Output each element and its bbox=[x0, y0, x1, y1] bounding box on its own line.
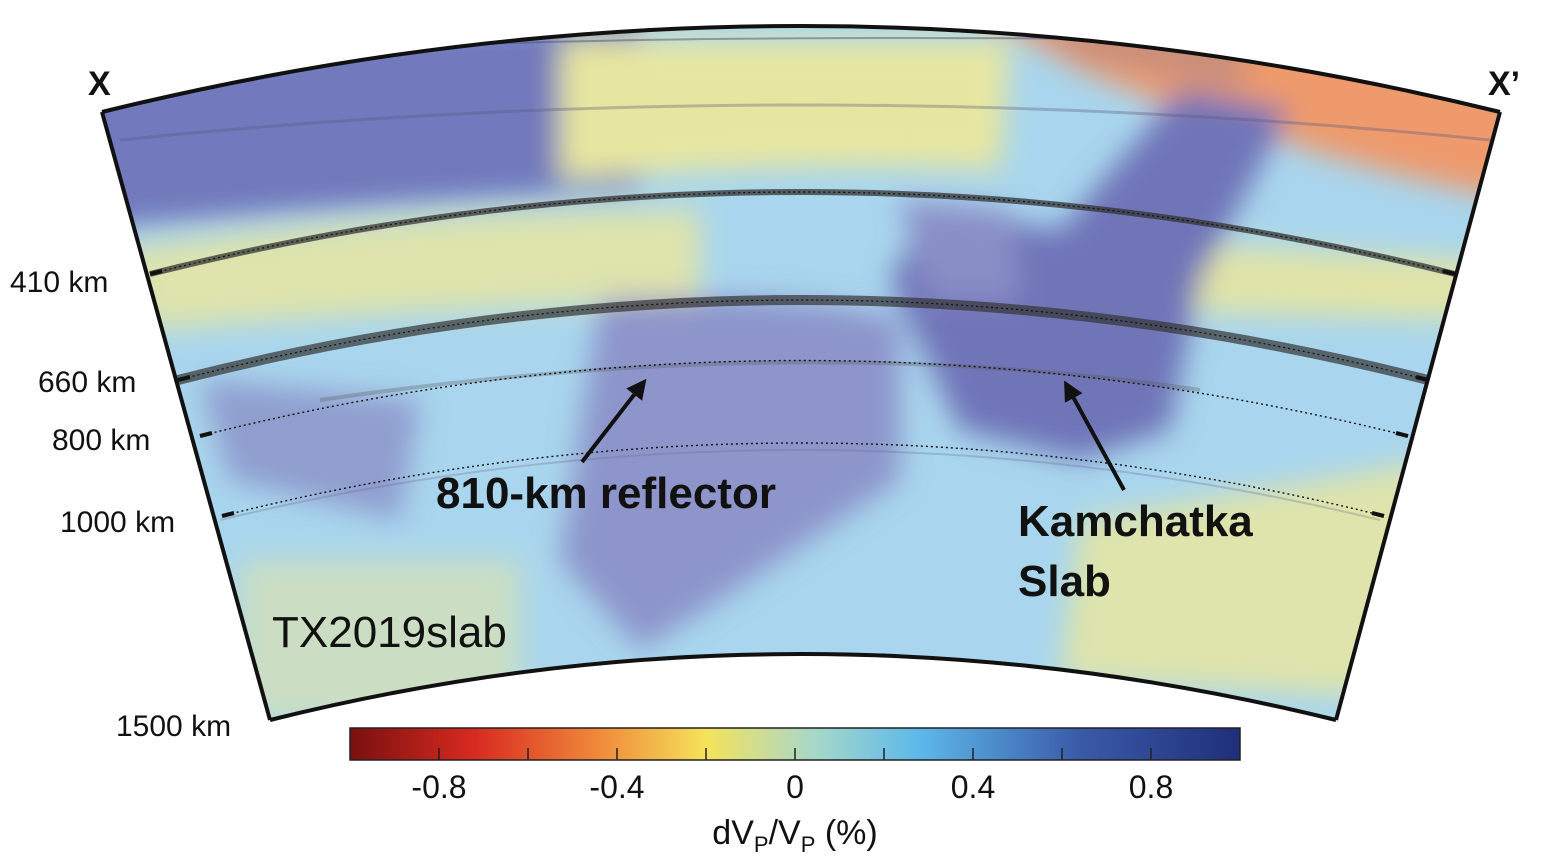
depth-label-800: 800 km bbox=[52, 424, 150, 457]
contour-410km bbox=[149, 189, 1456, 277]
depth-label-1500: 1500 km bbox=[116, 710, 231, 743]
section-end-label: X’ bbox=[1488, 65, 1520, 103]
colorbar-label: dVP/VP (%) bbox=[712, 814, 877, 857]
slab-annotation-line1: Kamchatka bbox=[1018, 497, 1253, 546]
slab-arrow bbox=[1064, 380, 1126, 491]
colorbar-tick-label: 0 bbox=[786, 769, 804, 805]
colorbar-ticks: -0.8 -0.4 0 0.4 0.8 bbox=[411, 769, 1173, 805]
contour-800km bbox=[199, 359, 1409, 437]
section-start-label: X bbox=[88, 65, 111, 103]
colorbar: -0.8 -0.4 0 0.4 0.8 dVP/VP (%) bbox=[349, 727, 1241, 857]
reflector-arrow bbox=[580, 378, 647, 464]
depth-label-660: 660 km bbox=[38, 366, 136, 399]
reflector-annotation: 810-km reflector bbox=[436, 469, 776, 518]
sector-outline bbox=[100, 24, 1502, 722]
slab-annotation-line2: Slab bbox=[1018, 557, 1111, 606]
colorbar-tick-label: 0.8 bbox=[1129, 769, 1173, 805]
depth-label-410: 410 km bbox=[10, 266, 108, 299]
depth-contours bbox=[149, 189, 1456, 517]
colorbar-tick-label: -0.4 bbox=[589, 769, 644, 805]
model-label: TX2019slab bbox=[272, 608, 507, 657]
colorbar-tick-label: 0.4 bbox=[951, 769, 995, 805]
contour-1000km bbox=[221, 442, 1385, 517]
depth-label-1000: 1000 km bbox=[60, 506, 175, 539]
colorbar-minor-ticks bbox=[438, 748, 1152, 760]
colorbar-tick-label: -0.8 bbox=[411, 769, 466, 805]
depth-ticks bbox=[149, 269, 1456, 518]
